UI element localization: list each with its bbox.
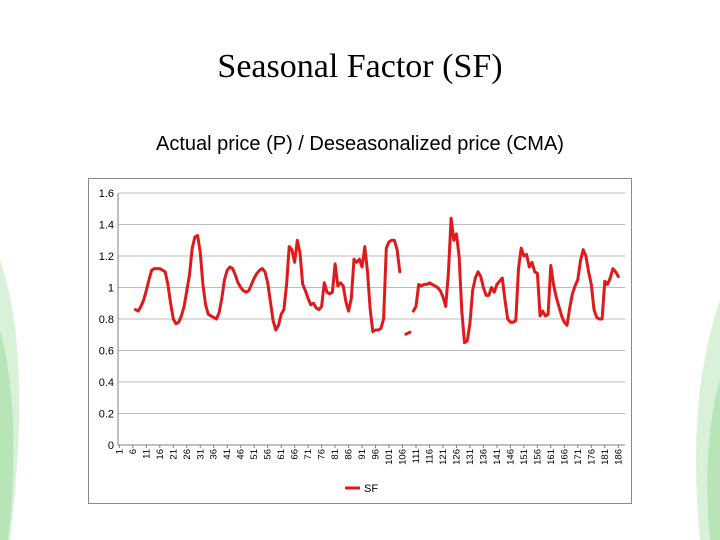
x-tick-label: 1	[114, 449, 125, 454]
x-tick-label: 86	[344, 449, 355, 460]
x-tick-label: 116	[424, 449, 435, 464]
series-line-segment	[411, 216, 620, 345]
x-tick-label: 146	[505, 449, 516, 465]
x-tick-label: 106	[398, 449, 409, 465]
x-tick-label: 166	[559, 449, 570, 465]
x-tick-label: 171	[573, 449, 584, 465]
x-tick-label: 6	[128, 449, 139, 454]
slide-subtitle: Actual price (P) / Deseasonalized price …	[156, 133, 564, 155]
slide-title: Seasonal Factor (SF)	[217, 48, 503, 85]
x-tick-label: 91	[357, 449, 368, 460]
x-tick-label: 36	[209, 449, 220, 460]
x-tick-label: 31	[195, 449, 206, 460]
x-tick-label: 56	[263, 449, 274, 460]
x-tick-label: 96	[371, 449, 382, 460]
x-tick-label: 186	[613, 449, 624, 465]
chart-container: 0 0.2 0.4 0.6 0.8 1 1.2 1.4 1.6 1 6 11 16 21 26 31 36 41 4…	[88, 178, 632, 504]
x-tick-label: 11	[141, 449, 152, 459]
x-tick-label: 111	[411, 449, 422, 463]
x-tick-label: 101	[384, 449, 395, 465]
x-tick-label: 126	[451, 449, 462, 465]
x-tick-label: 76	[317, 449, 328, 460]
x-tick-label: 41	[222, 449, 233, 460]
x-tick-label: 161	[546, 449, 557, 465]
x-tick-label: 21	[168, 449, 179, 460]
x-tick-label: 66	[290, 449, 301, 460]
y-tick-label: 1	[108, 283, 114, 295]
y-tick-label: 1.4	[99, 220, 114, 232]
x-tick-label: 136	[478, 449, 489, 465]
series-point	[404, 330, 412, 336]
x-tick-label: 131	[465, 449, 476, 465]
x-tick-label: 151	[519, 449, 530, 465]
x-tick-label: 176	[586, 449, 597, 465]
y-tick-label: 0	[108, 440, 114, 452]
y-tick-label: 1.6	[99, 188, 114, 200]
x-tick-label: 46	[236, 449, 247, 460]
y-tick-label: 0.2	[99, 409, 114, 421]
y-tick-label: 0.6	[99, 346, 114, 358]
x-tick-label: 51	[249, 449, 260, 460]
x-tick-label: 61	[276, 449, 287, 460]
x-tick-label: 181	[600, 449, 611, 465]
x-tick-label: 121	[438, 449, 449, 465]
x-tick-label: 156	[532, 449, 543, 465]
x-tick-label: 81	[330, 449, 341, 460]
x-tick-label: 141	[492, 449, 503, 465]
decor-swoosh-right-inner	[707, 380, 720, 540]
sf-line-chart: 00.20.40.60.811.21.41.61 6 11 16 21 26 31 36 41 4…	[99, 188, 625, 495]
y-tick-label: 0.8	[99, 314, 114, 326]
x-tick-label: 26	[182, 449, 193, 460]
x-tick-label: 71	[303, 449, 314, 460]
series-line-segment	[134, 234, 402, 334]
x-tick-label: 16	[155, 449, 166, 460]
y-tick-label: 0.4	[99, 377, 114, 389]
legend-label: SF	[364, 483, 378, 495]
decor-swoosh-left-inner	[0, 330, 14, 540]
y-tick-label: 1.2	[99, 251, 114, 263]
